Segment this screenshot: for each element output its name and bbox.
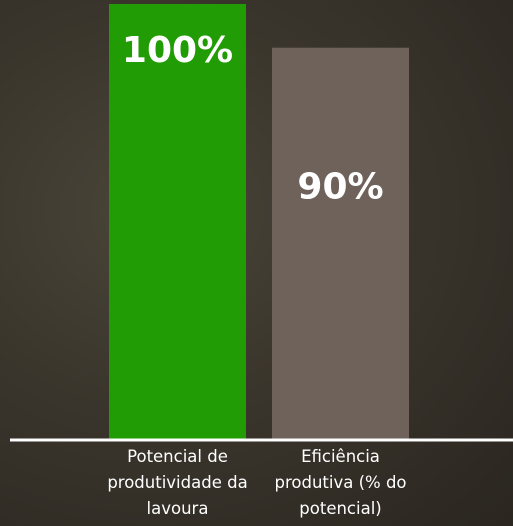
value-label: 90% <box>297 167 383 208</box>
bar <box>272 47 409 441</box>
category-label: Eficiência produtiva (% do potencial) <box>274 447 407 518</box>
bar <box>109 4 246 441</box>
category-label: Potencial de produtividade da lavoura <box>107 447 248 518</box>
value-label: 100% <box>122 30 233 71</box>
